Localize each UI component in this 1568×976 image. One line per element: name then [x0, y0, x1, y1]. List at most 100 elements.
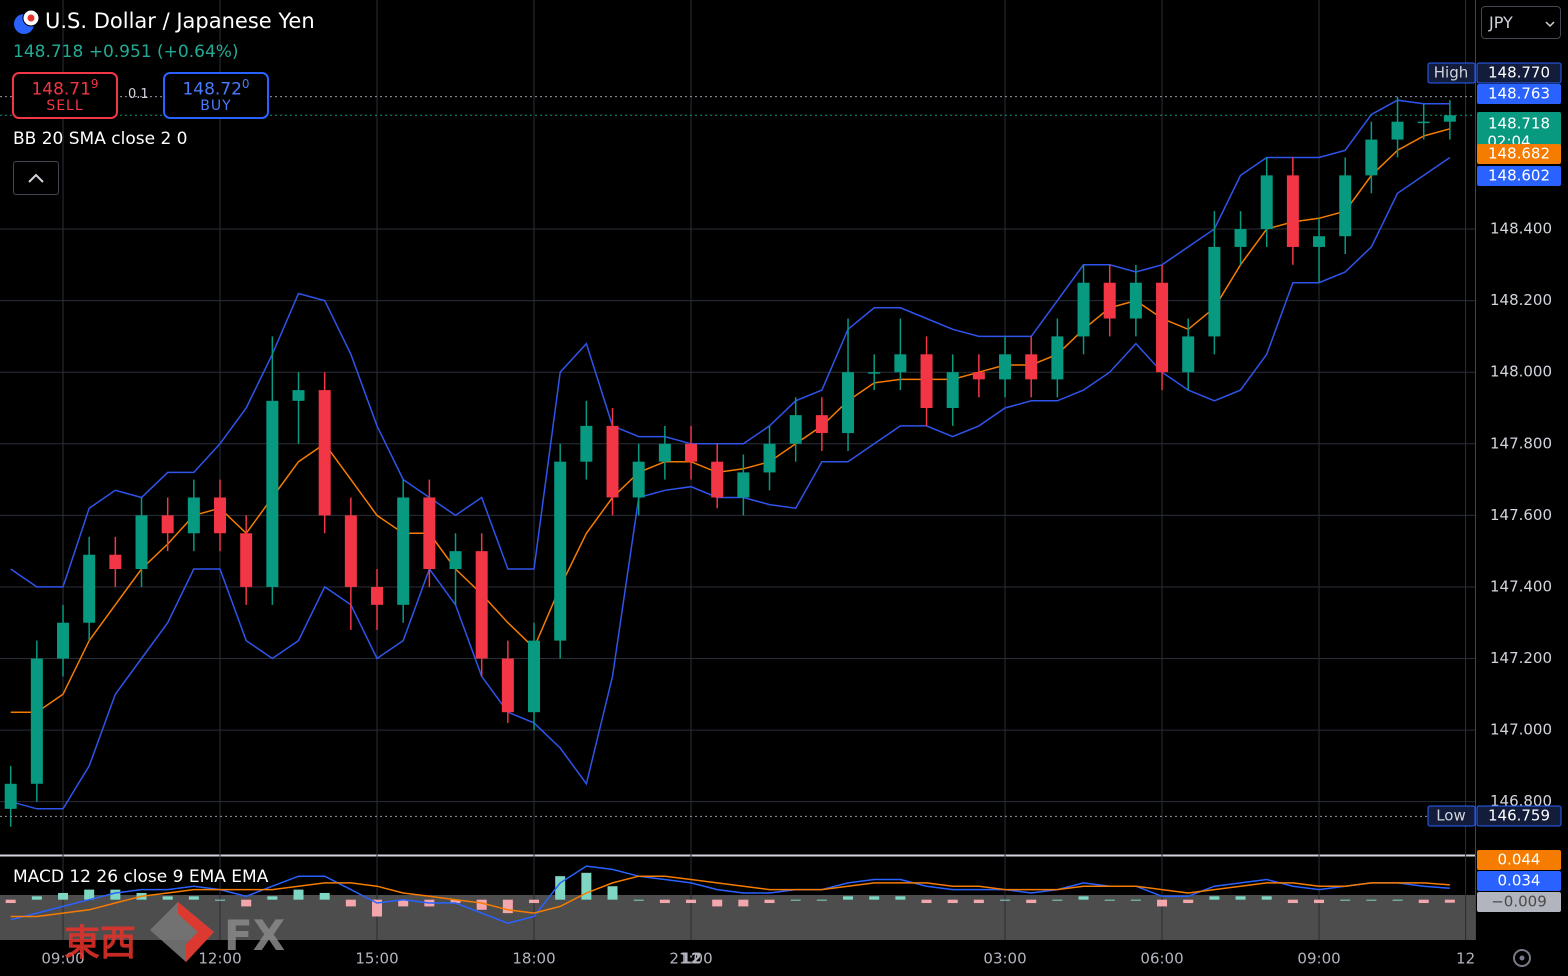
macd-histogram-bar: [1418, 899, 1429, 904]
candle-body: [1025, 354, 1038, 380]
price-badge-label: 148.770: [1488, 64, 1550, 82]
candle-body: [1182, 336, 1195, 373]
candle-body: [1286, 175, 1299, 247]
candle-body: [711, 461, 724, 498]
macd-histogram-bar: [319, 892, 330, 900]
macd-histogram-bar: [215, 899, 226, 901]
macd-badge: [1477, 892, 1561, 912]
candle-body: [423, 497, 436, 570]
macd-histogram-bar: [764, 899, 775, 904]
macd-histogram-bar: [110, 889, 121, 900]
buy-price-main: 148.72: [182, 79, 242, 100]
candle-body: [161, 515, 174, 534]
candle-body: [580, 425, 593, 462]
candle-body: [1391, 121, 1404, 140]
macd-histogram-bar: [188, 896, 199, 900]
price-tag-box: [1427, 62, 1476, 84]
macd-badge: [1477, 871, 1561, 891]
candle-body: [1234, 229, 1247, 247]
symbol-title: U.S. Dollar / Japanese Yen: [45, 9, 315, 33]
macd-histogram-bar: [1130, 899, 1141, 901]
bb-basis: [10, 128, 1451, 713]
price-tag: Low: [1436, 807, 1466, 825]
candle-body: [1051, 336, 1064, 380]
candle-body: [999, 354, 1012, 380]
sell-pip: 9: [90, 77, 99, 91]
candle-body: [946, 372, 959, 408]
candle-body: [554, 461, 567, 641]
sell-price: 148.719: [14, 77, 116, 100]
price-badge: [1476, 805, 1562, 827]
candle-body: [1339, 175, 1352, 237]
candle-body: [1313, 236, 1326, 247]
x-tick-label: 12: [1456, 950, 1475, 968]
macd-histogram-bar: [1000, 899, 1011, 901]
price-badge-label: 146.759: [1488, 807, 1550, 825]
collapse-button[interactable]: [13, 161, 59, 195]
watermark-fx: FX: [224, 911, 286, 960]
macd-histogram-bar: [345, 899, 356, 907]
macd-histogram-bar: [1052, 899, 1063, 901]
candle-body: [1443, 115, 1456, 122]
candle-body: [1129, 282, 1142, 319]
macd-legend: MACD 12 26 close 9 EMA EMA: [13, 867, 269, 887]
y-tick-label: 148.400: [1490, 220, 1552, 238]
grid: [0, 0, 1475, 940]
y-tick-label: 147.000: [1490, 721, 1552, 739]
macd-histogram-bar: [372, 899, 383, 917]
macd-histogram-bar: [790, 899, 801, 901]
buy-pip: 0: [241, 77, 250, 91]
candle-body: [57, 622, 70, 659]
candle-body: [685, 443, 698, 462]
candle-body: [789, 415, 802, 444]
candle-body: [1417, 121, 1430, 124]
macd-histogram-bar: [947, 899, 958, 904]
candle-body: [1156, 282, 1169, 373]
candle-body: [842, 372, 855, 434]
y-tick-label: 147.600: [1490, 506, 1552, 524]
settings-icon[interactable]: [1513, 949, 1531, 967]
currency-select[interactable]: JPY: [1481, 6, 1561, 39]
candle-body: [83, 554, 96, 623]
candle-body: [894, 354, 907, 373]
macd-histogram-bar: [555, 876, 566, 900]
candle-body: [30, 658, 43, 784]
x-tick-label: 21:00: [669, 950, 712, 968]
macd-histogram-bar: [162, 896, 173, 900]
macd-histogram-bar: [581, 872, 592, 900]
sell-button[interactable]: 148.719 SELL: [12, 72, 118, 119]
settings-icon-dot: [1519, 955, 1525, 961]
candle-body: [972, 372, 985, 380]
macd-badge-label: −0.009: [1491, 893, 1547, 911]
macd-line: [10, 865, 1450, 924]
price-badge: [1477, 144, 1561, 164]
macd-badge-label: 0.034: [1498, 872, 1541, 890]
candle-body: [449, 551, 462, 570]
macd-histogram-bar: [1444, 899, 1455, 903]
macd-histogram-bar: [843, 896, 854, 900]
price-badge: [1476, 62, 1562, 84]
macd-histogram-bar: [738, 899, 749, 907]
price-tag: High: [1434, 64, 1468, 82]
macd-histogram-bar: [1314, 899, 1325, 904]
macd-histogram-bar: [529, 899, 540, 904]
watermark-logo-accent: [178, 902, 214, 962]
macd-badge-label: 0.044: [1498, 851, 1541, 869]
x-tick-label: 12: [681, 950, 702, 968]
candle-body: [240, 533, 253, 587]
buy-button[interactable]: 148.720 BUY: [163, 72, 269, 119]
macd-histogram-bar: [1366, 899, 1377, 901]
dropdown-arrow: [1545, 21, 1555, 28]
price-tag-box: [1427, 805, 1476, 827]
macd-histogram-bar: [450, 899, 461, 904]
candle-body: [868, 372, 881, 374]
price-change: +0.951 (+0.64%): [88, 42, 239, 62]
macd-histogram-bar: [633, 899, 644, 901]
x-tick-label: 12:00: [198, 950, 241, 968]
quote-line: 148.718 +0.951 (+0.64%): [13, 42, 239, 62]
x-tick-label: 09:00: [1297, 950, 1340, 968]
macd-histogram-bar: [1392, 899, 1403, 901]
y-tick-label: 147.400: [1490, 577, 1552, 595]
macd-histogram-bar: [921, 899, 932, 904]
spread: 0.1: [128, 87, 149, 102]
